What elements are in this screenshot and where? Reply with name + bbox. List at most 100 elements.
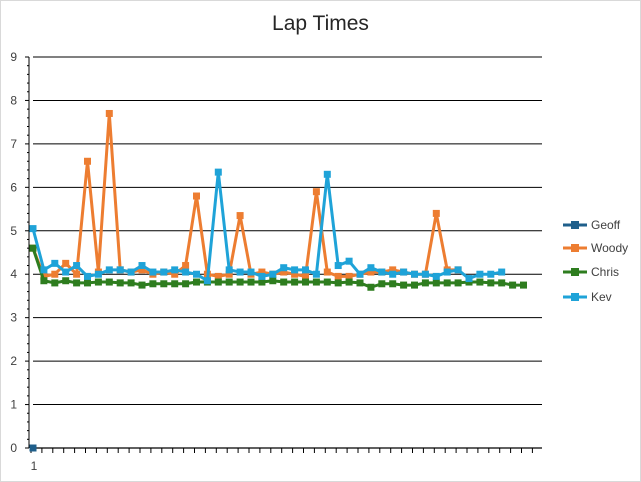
data-point-kev [236, 268, 244, 276]
data-point-kev [247, 268, 255, 276]
data-point-chris [116, 279, 124, 287]
data-point-chris [356, 279, 364, 287]
data-point-kev [334, 262, 342, 270]
y-tick-label: 9 [10, 50, 17, 64]
y-tick-label: 4 [10, 267, 17, 281]
data-point-kev [94, 270, 102, 278]
data-point-chris [94, 278, 102, 286]
data-point-chris [73, 279, 81, 287]
data-point-chris [51, 279, 59, 287]
y-tick-label: 0 [10, 441, 17, 455]
data-point-woody [291, 270, 299, 278]
data-point-kev [400, 268, 408, 276]
data-point-kev [465, 275, 473, 283]
data-point-kev [127, 268, 135, 276]
data-point-woody [258, 268, 266, 276]
data-point-kev [149, 268, 157, 276]
data-point-kev [51, 259, 59, 267]
data-point-woody [367, 268, 375, 276]
data-point-woody [73, 270, 81, 278]
data-point-woody [193, 192, 200, 200]
y-tick-label: 5 [10, 224, 17, 238]
data-point-kev [498, 268, 506, 276]
data-point-woody [280, 268, 288, 276]
data-point-chris [171, 280, 179, 288]
data-point-chris [487, 279, 495, 287]
data-point-chris [443, 279, 451, 287]
data-point-chris [280, 278, 288, 286]
data-point-kev [443, 268, 451, 276]
data-point-woody [236, 212, 244, 220]
data-point-woody [312, 188, 320, 196]
data-point-chris [454, 279, 462, 287]
data-point-chris [411, 281, 418, 289]
data-point-chris [291, 278, 299, 286]
data-point-kev [280, 264, 288, 272]
legend-swatch-marker [571, 293, 579, 301]
data-point-chris [84, 279, 91, 287]
data-point-kev [171, 266, 179, 274]
data-point-chris [269, 277, 277, 285]
data-point-kev [487, 270, 495, 278]
data-point-kev [105, 266, 113, 274]
data-point-chris [149, 280, 157, 288]
data-point-woody [84, 157, 91, 165]
data-point-kev [411, 270, 418, 278]
data-point-chris [258, 278, 266, 286]
data-point-kev [323, 170, 331, 178]
data-point-chris [520, 281, 527, 289]
data-point-chris [160, 280, 168, 288]
data-point-chris [182, 280, 190, 288]
data-point-kev [138, 262, 146, 270]
data-point-woody [302, 272, 309, 280]
data-point-chris [247, 278, 255, 286]
data-point-kev [291, 266, 299, 274]
data-point-kev [302, 266, 309, 274]
data-point-kev [389, 270, 397, 278]
data-point-woody [225, 270, 233, 278]
y-tick-label: 2 [10, 354, 17, 368]
data-point-chris [29, 244, 37, 252]
data-point-woody [345, 272, 353, 280]
series-line-woody [31, 111, 459, 278]
data-point-woody [389, 266, 397, 274]
data-point-chris [389, 280, 397, 288]
data-point-chris [476, 278, 484, 286]
legend-label: Kev [591, 290, 612, 304]
data-point-kev [345, 257, 353, 265]
data-point-kev [269, 270, 277, 278]
y-tick-label: 1 [10, 398, 17, 412]
data-point-chris [193, 278, 200, 286]
chart-title: Lap Times [272, 12, 369, 35]
data-point-kev [182, 268, 190, 276]
data-point-woody [62, 259, 70, 267]
y-tick-label: 6 [10, 180, 17, 194]
series-line-chris [31, 247, 524, 289]
data-point-kev [378, 268, 386, 276]
y-tick-label: 3 [10, 311, 17, 325]
data-point-chris [345, 278, 353, 286]
data-point-chris [421, 279, 429, 287]
data-point-chris [225, 278, 233, 286]
data-point-woody [51, 270, 59, 278]
data-point-kev [160, 268, 168, 276]
data-point-chris [367, 283, 375, 291]
data-point-woody [334, 272, 342, 280]
data-point-chris [323, 278, 331, 286]
data-point-chris [334, 279, 342, 287]
data-point-kev [454, 266, 462, 274]
legend-label: Chris [591, 265, 619, 279]
data-point-kev [421, 270, 429, 278]
y-tick-label: 8 [10, 93, 17, 107]
data-point-kev [203, 277, 211, 285]
data-point-kev [84, 272, 91, 280]
legend-label: Woody [591, 241, 628, 255]
data-point-chris [62, 277, 70, 285]
data-point-kev [40, 266, 48, 274]
data-point-kev [73, 262, 81, 270]
data-point-woody [105, 109, 113, 117]
data-point-chris [400, 281, 408, 289]
data-point-kev [225, 266, 233, 274]
data-point-chris [214, 278, 222, 286]
